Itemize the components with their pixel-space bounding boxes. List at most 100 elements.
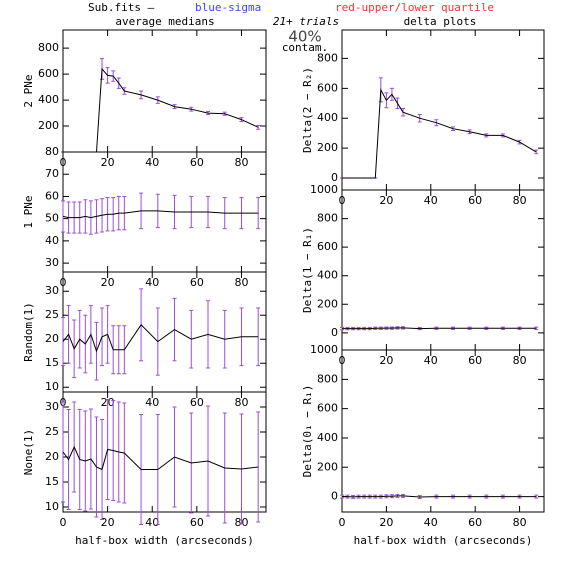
error-bar [534,149,539,155]
panel-frame [341,29,545,191]
y-axis-label: 1 PNe [22,195,35,228]
trials: 21+ trials [273,15,339,28]
y-tick-label: 25 [45,425,59,438]
y-tick-label: 400 [317,111,338,124]
y-tick-label: 600 [317,402,338,415]
x-tick-label: 40 [145,156,159,169]
y-tick-label: 25 [45,308,59,321]
x-tick-label: 20 [379,516,393,529]
right-title: delta plots [404,15,477,28]
y-axis-label: Delta(2 − R₂) [301,67,314,153]
x-tick-label: 40 [145,396,159,409]
y-tick-label: 1000 [310,343,338,356]
x-tick-label: 60 [468,354,482,367]
x-tick-label: 80 [234,276,248,289]
x-tick-label: 20 [101,276,115,289]
y-tick-label: 200 [38,119,59,132]
x-tick-label: 60 [190,396,204,409]
panel-frame [62,151,267,273]
y-tick-label: 800 [317,51,338,64]
panel-frame [341,349,545,513]
y-tick-label: 10 [45,380,59,393]
data-line [62,210,259,219]
y-tick-label: 60 [45,189,59,202]
error-bar [534,494,539,499]
y-tick-label: 20 [45,332,59,345]
x-tick-label: 60 [468,194,482,207]
x-tick-label: 80 [513,194,527,207]
error-bar [534,326,539,330]
x-axis-label: half-box width (arcseconds) [354,534,533,547]
y-tick-label: 30 [45,256,59,269]
y-tick-label: 600 [317,81,338,94]
x-tick-label: 0 [339,516,346,529]
x-tick-label: 20 [379,354,393,367]
x-tick-label: 60 [190,156,204,169]
contam-pct: 40% [288,28,321,46]
x-tick-label: 80 [234,396,248,409]
data-line [342,327,537,330]
panel-frame [62,391,267,513]
red-legend: red-upper/lower quartile [335,1,494,14]
data-line [342,88,537,179]
x-tick-label: 40 [424,354,438,367]
x-tick-label: 0 [60,516,67,529]
y-tick-label: 400 [317,431,338,444]
x-tick-label: 80 [513,516,527,529]
x-tick-label: 60 [190,516,204,529]
y-axis-label: Delta(1 − R₁) [301,227,314,313]
data-line [63,67,259,153]
x-tick-label: 60 [468,516,482,529]
y-tick-label: 15 [45,356,59,369]
x-tick-label: 40 [424,194,438,207]
x-tick-label: 80 [513,354,527,367]
x-tick-label: 20 [379,194,393,207]
y-tick-label: 0 [331,490,338,503]
y-tick-label: 70 [45,167,59,180]
contam: contam. [282,41,328,54]
panel-frame [62,271,267,393]
x-tick-label: 40 [424,516,438,529]
y-axis-label: None(1) [22,429,35,475]
y-tick-label: 40 [45,234,59,247]
y-tick-label: 1000 [310,183,338,196]
y-tick-label: 10 [45,500,59,513]
y-tick-label: 50 [45,212,59,225]
x-tick-label: 20 [101,156,115,169]
error-bar [256,124,261,130]
y-axis-label: 2 PNe [22,74,35,107]
y-tick-label: 0 [331,171,338,184]
blue-legend: blue-sigma [195,1,261,14]
file-label: Sub.fits – [88,1,155,14]
data-line [342,495,537,498]
y-tick-label: 30 [45,284,59,297]
y-tick-label: 800 [317,372,338,385]
y-tick-label: 80 [45,145,59,158]
x-tick-label: 20 [101,516,115,529]
x-tick-label: 40 [145,516,159,529]
y-axis-label: Delta(0₁ − R₁) [301,385,314,478]
y-tick-label: 800 [317,212,338,225]
y-tick-label: 200 [317,297,338,310]
y-tick-label: 20 [45,450,59,463]
y-tick-label: 15 [45,475,59,488]
y-tick-label: 400 [317,269,338,282]
y-tick-label: 0 [331,326,338,339]
data-line [62,445,259,471]
x-tick-label: 80 [234,156,248,169]
left-title: average medians [115,15,214,28]
x-axis-label: half-box width (arcseconds) [75,534,254,547]
data-line [62,324,259,353]
panel-frame [341,189,545,351]
y-tick-label: 200 [317,141,338,154]
x-tick-label: 60 [190,276,204,289]
y-axis-label: Random(1) [22,302,35,362]
x-tick-label: 40 [145,276,159,289]
y-tick-label: 400 [38,93,59,106]
y-tick-label: 600 [317,240,338,253]
y-tick-label: 30 [45,400,59,413]
y-tick-label: 800 [38,41,59,54]
y-tick-label: 600 [38,67,59,80]
y-tick-label: 200 [317,460,338,473]
